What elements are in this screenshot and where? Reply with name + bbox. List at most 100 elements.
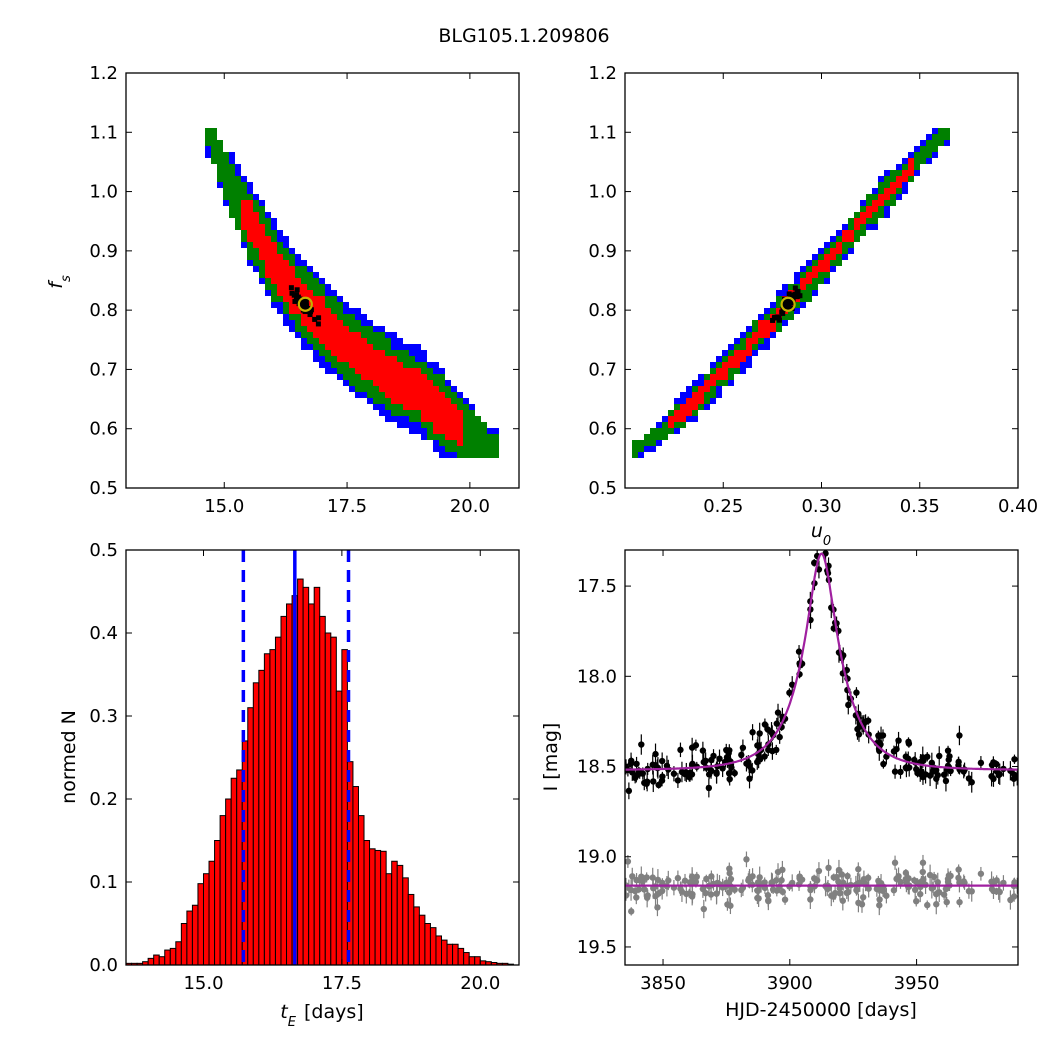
u0-fs-sigma2-cell <box>872 212 878 218</box>
residual-point <box>883 892 890 899</box>
u0-fs-sigma3-cell <box>884 170 890 176</box>
tE-fs-sigma1-cell <box>241 218 247 224</box>
tE-fs-sigma3-cell <box>289 320 295 326</box>
u0-fs-sigma1-cell <box>734 350 740 356</box>
tE-fs-sigma2-cell <box>235 206 241 212</box>
u0-fs-sigma1-cell <box>824 266 830 272</box>
photometry-point <box>633 772 640 780</box>
tE-fs-sigma2-cell <box>205 128 211 134</box>
tE-fs-sigma1-cell <box>307 320 313 326</box>
residual-point <box>913 897 920 905</box>
tE-fs-sigma3-cell <box>397 416 403 422</box>
residual-point <box>639 878 646 885</box>
tE-fs-sigma2-cell <box>481 422 487 428</box>
tE-fs-sigma1-cell <box>319 320 325 326</box>
u0-fs-sigma2-cell <box>662 434 668 440</box>
u0-fs-sigma1-cell <box>686 410 692 416</box>
histogram-bar <box>407 893 415 966</box>
u0-fs-sigma2-cell <box>692 410 698 416</box>
tE-fs-sigma2-cell <box>487 446 493 452</box>
tE-fs-sigma2-cell <box>439 374 445 380</box>
photometry-point <box>897 768 904 776</box>
tE-fs-sigma3-cell <box>391 332 397 338</box>
tE-fs-sigma1-cell <box>331 326 337 332</box>
u0-fs-sigma3-cell <box>926 134 932 140</box>
tE-fs-sigma1-cell <box>415 398 421 404</box>
tE-fs-sigma3-cell <box>235 164 241 170</box>
tE-fs-sigma2-cell <box>331 362 337 368</box>
u0-fs-sigma3-cell <box>698 380 704 386</box>
histogram-bar <box>452 943 459 966</box>
photometry-point <box>688 744 696 751</box>
tE-fs-sigma2-cell <box>253 200 259 206</box>
tE-fs-sigma1-cell <box>439 428 445 434</box>
u0-fs-sigma3-cell <box>710 398 716 404</box>
residual-point <box>920 876 927 883</box>
tE-fs-sigma1-cell <box>301 314 307 320</box>
histogram-bar <box>236 769 243 966</box>
tE-fs-sigma3-cell <box>325 362 331 368</box>
u0-fs-sigma3-cell <box>932 152 938 158</box>
panel-tE-histogram-marks <box>125 550 514 966</box>
hist-xtick-label: 15.0 <box>183 973 223 994</box>
tE-fs-sigma3-cell <box>271 218 277 224</box>
photometry-point <box>776 733 783 741</box>
u0-fs-sigma3-cell <box>782 284 788 290</box>
tE-fs-sigma1-cell <box>325 314 331 320</box>
tE-fs-sigma2-cell <box>265 278 271 284</box>
u0-fs-sigma3-cell <box>746 356 752 362</box>
u0-fs-sigma1-cell <box>836 248 842 254</box>
lc-xtick-label: 3950 <box>894 973 940 994</box>
tE-fs-sigma3-cell <box>397 338 403 344</box>
tE-fs-sigma1-cell <box>337 356 343 362</box>
photometry-point <box>965 775 973 782</box>
u0-fs-sigma2-cell <box>788 284 794 290</box>
photometry-point <box>650 778 657 785</box>
photometry-point <box>699 747 707 754</box>
tE-fs-sigma2-cell <box>379 392 385 398</box>
tE-fs-sigma1-cell <box>457 422 463 428</box>
u0-fs-sigma2-cell <box>722 380 728 386</box>
tE-fs-sigma3-cell <box>325 368 331 374</box>
tE-fs-sigma1-cell <box>247 218 253 224</box>
tE-fs-sigma2-cell <box>403 350 409 356</box>
tE-fs-sigma2-cell <box>265 230 271 236</box>
tE-fs-sigma2-cell <box>241 236 247 242</box>
u0-fs-sigma2-cell <box>836 254 842 260</box>
histogram-bar <box>219 815 227 966</box>
tE-fs-sigma2-cell <box>427 434 433 440</box>
residual-point <box>815 867 823 875</box>
u0-fs-sigma3-cell <box>812 254 818 260</box>
tE-fs-sigma1-cell <box>289 266 295 272</box>
photometry-point <box>655 781 662 789</box>
u0-fs-sigma3-cell <box>716 392 722 398</box>
tE-fs-sigma2-cell <box>253 248 259 254</box>
tE-fs-sigma1-cell <box>337 320 343 326</box>
tE-fs-sigma3-cell <box>283 314 289 320</box>
histogram-bar <box>374 849 382 966</box>
tE-fs-sigma2-cell <box>283 308 289 314</box>
u0-fs-sigma2-cell <box>938 134 944 140</box>
tE-fs-sigma3-cell <box>313 350 319 356</box>
u0-fs-sigma3-cell <box>896 164 902 170</box>
photometry-point <box>731 769 738 777</box>
u0-fs-sigma2-cell <box>848 224 854 230</box>
u0-fs-sigma1-cell <box>686 404 692 410</box>
tE-fs-sigma3-cell <box>433 368 439 374</box>
tE-fs-sigma2-cell <box>217 176 223 182</box>
tE-fs-sigma2-cell <box>229 200 235 206</box>
tE-fs-sigma1-cell <box>457 416 463 422</box>
residual-point <box>942 885 950 893</box>
tE-fs-sigma1-cell <box>361 356 367 362</box>
u0-fs-sigma2-cell <box>866 200 872 206</box>
u0-fs-sigma3-cell <box>818 248 824 254</box>
tE-fs-sigma3-cell <box>391 338 397 344</box>
u0-fs-sigma3-cell <box>644 446 650 452</box>
u0-fs-sigma2-cell <box>914 152 920 158</box>
u0-fs-sigma3-cell <box>752 350 758 356</box>
tE-fs-sigma1-cell <box>409 398 415 404</box>
tE-fs-sigma3-cell <box>301 344 307 350</box>
u0-fs-ytick-label: 0.6 <box>588 419 617 440</box>
histogram-bar <box>424 923 431 966</box>
u0-fs-sigma3-cell <box>926 158 932 164</box>
